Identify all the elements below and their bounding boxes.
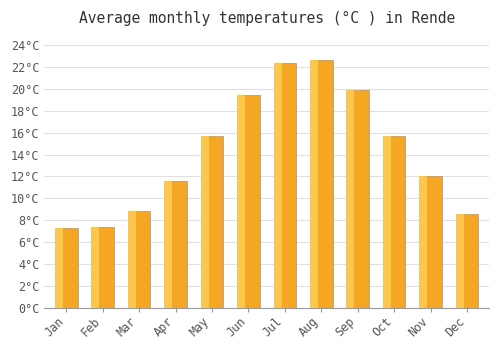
Bar [420, 176, 427, 308]
Bar [310, 61, 332, 308]
Bar [274, 63, 281, 308]
Bar [55, 228, 63, 308]
Bar [420, 176, 442, 308]
Bar [456, 214, 478, 308]
Bar [164, 181, 187, 308]
Bar [128, 211, 150, 308]
Bar [383, 136, 391, 308]
Bar [456, 214, 464, 308]
Bar [200, 136, 208, 308]
Title: Average monthly temperatures (°C ) in Rende: Average monthly temperatures (°C ) in Re… [78, 11, 455, 26]
Bar [92, 227, 100, 308]
Bar [128, 211, 136, 308]
Bar [346, 90, 354, 308]
Bar [274, 63, 296, 308]
Bar [92, 227, 114, 308]
Bar [237, 96, 245, 308]
Bar [164, 181, 172, 308]
Bar [55, 228, 78, 308]
Bar [237, 96, 260, 308]
Bar [200, 136, 224, 308]
Bar [383, 136, 406, 308]
Bar [346, 90, 369, 308]
Bar [310, 61, 318, 308]
